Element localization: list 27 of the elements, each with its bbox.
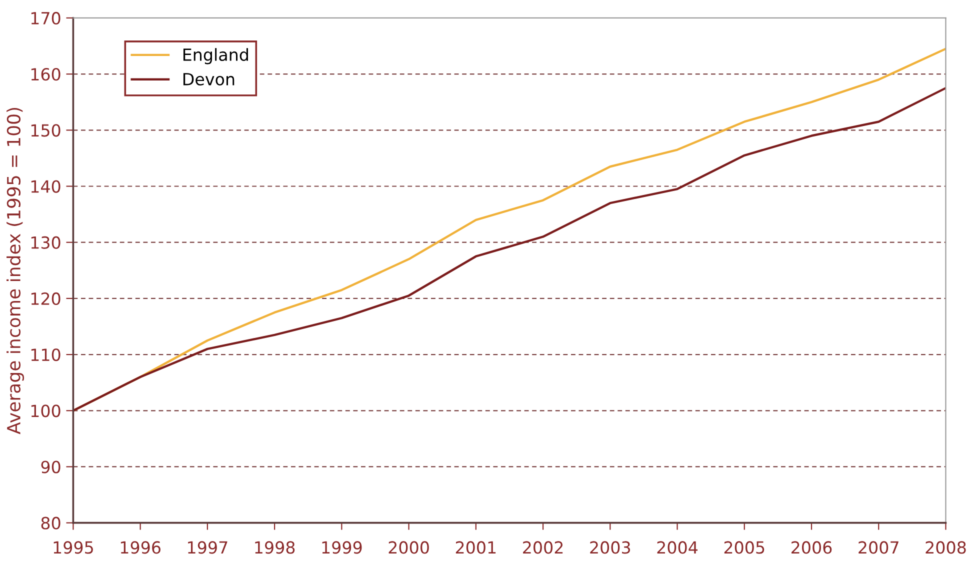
y-tick-label: 150 bbox=[31, 124, 60, 137]
y-tick-label: 90 bbox=[41, 460, 60, 474]
x-tick-label: 1999 bbox=[322, 541, 362, 554]
y-tick-label: 160 bbox=[31, 68, 60, 81]
x-tick-label: 2004 bbox=[657, 541, 698, 554]
x-tick-label: 1998 bbox=[255, 541, 295, 554]
x-tick-label: 2003 bbox=[590, 541, 630, 554]
y-tick-label: 130 bbox=[31, 236, 60, 249]
x-tick-label: 2000 bbox=[388, 541, 429, 554]
y-tick-label: 80 bbox=[41, 516, 60, 530]
x-tick-label: 2002 bbox=[523, 541, 563, 554]
x-tick-label: 2001 bbox=[456, 541, 496, 554]
x-tick-label: 2008 bbox=[926, 541, 966, 554]
x-tick-label: 2006 bbox=[792, 541, 832, 554]
x-tick-label: 1997 bbox=[188, 541, 228, 554]
x-tick-label: 1995 bbox=[54, 541, 93, 554]
y-axis-title: Average income index (1995 = 100) bbox=[6, 108, 24, 434]
y-tick-label: 120 bbox=[31, 292, 60, 306]
y-tick-label: 100 bbox=[31, 404, 60, 418]
x-tick-label: 2005 bbox=[724, 541, 764, 554]
x-tick-label: 2007 bbox=[858, 541, 898, 554]
y-tick-label: 170 bbox=[31, 12, 60, 25]
y-tick-label: 110 bbox=[31, 348, 60, 362]
legend-label: England bbox=[183, 48, 248, 64]
legend-label: Devon bbox=[183, 73, 234, 86]
x-tick-label: 1996 bbox=[120, 541, 160, 554]
y-tick-label: 140 bbox=[31, 180, 60, 193]
